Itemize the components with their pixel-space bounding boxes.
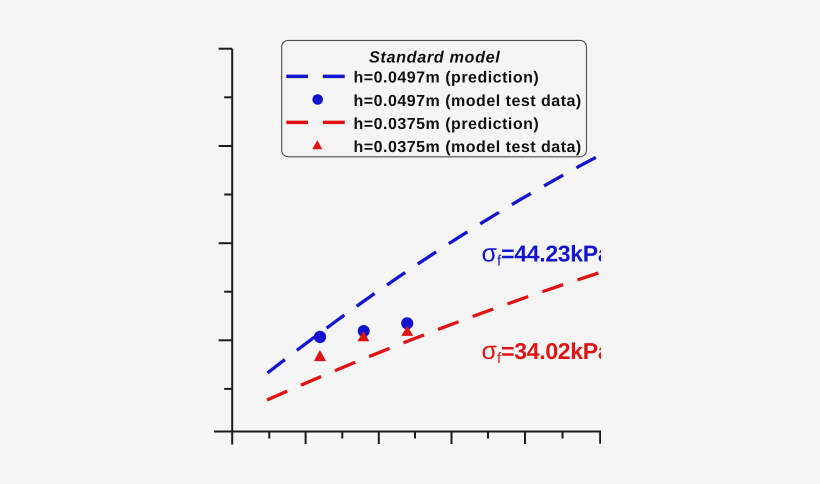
svg-text:σf=44.23kPa: σf=44.23kPa bbox=[482, 239, 611, 269]
svg-text:h=0.0375m (prediction): h=0.0375m (prediction) bbox=[354, 116, 540, 133]
svg-text:Standard model: Standard model bbox=[369, 49, 500, 67]
svg-text:h=0.0375m (model test data): h=0.0375m (model test data) bbox=[354, 139, 582, 156]
svg-text:σf=34.02kPa: σf=34.02kPa bbox=[482, 337, 611, 367]
svg-text:h=0.0497m (model test data): h=0.0497m (model test data) bbox=[354, 93, 582, 110]
svg-text:h=0.0497m (prediction): h=0.0497m (prediction) bbox=[354, 70, 540, 87]
